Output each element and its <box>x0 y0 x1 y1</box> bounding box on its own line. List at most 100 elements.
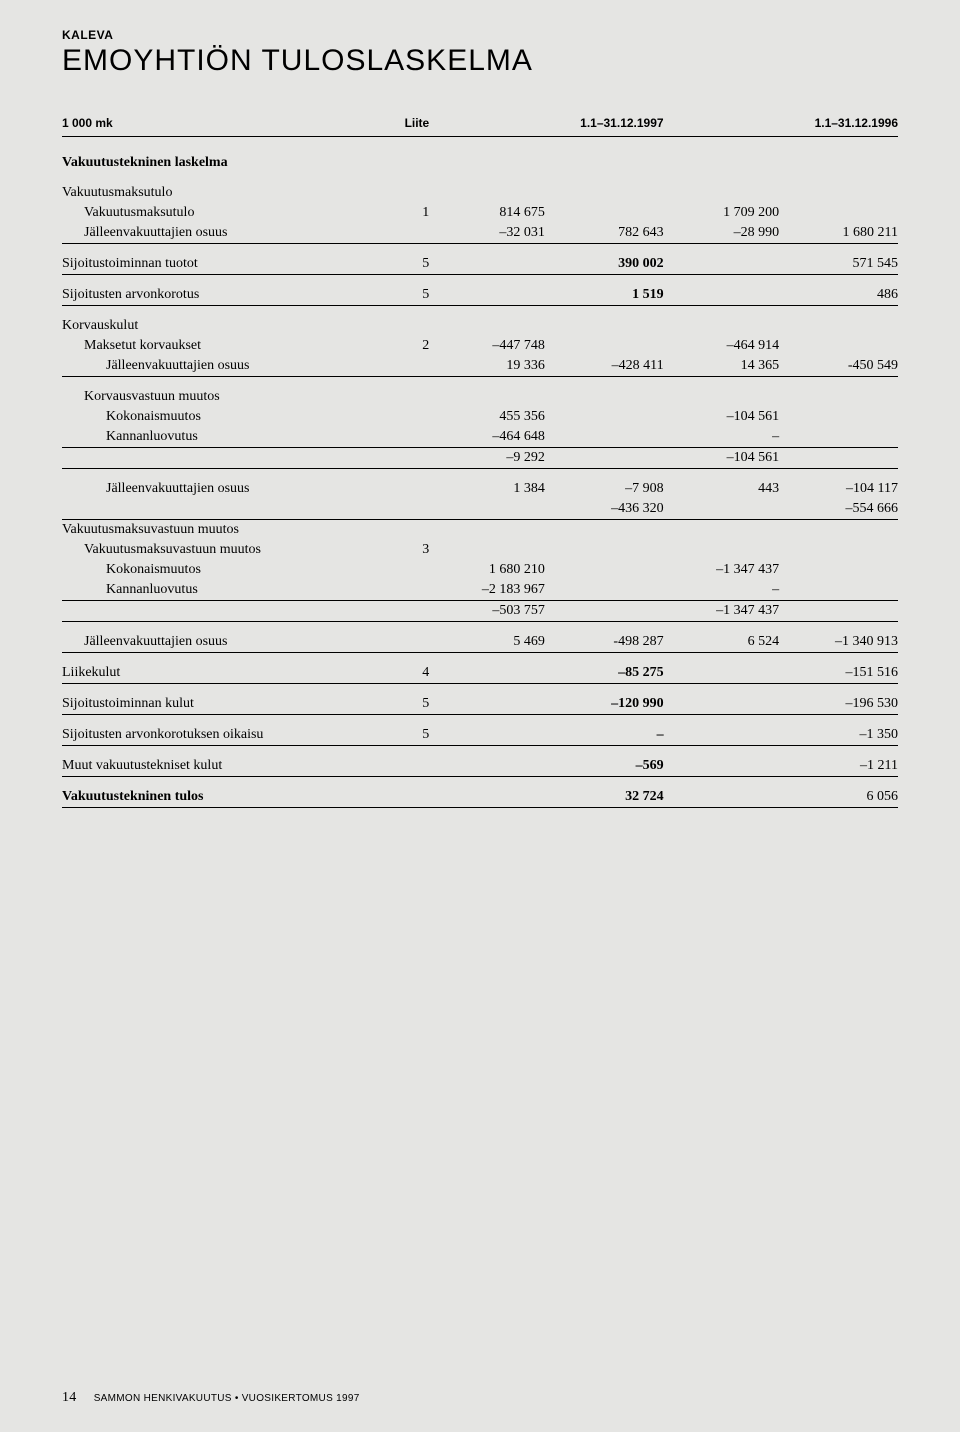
cell-value: –151 516 <box>779 653 898 684</box>
table-row: Vakuutustekninen tulos 32 724 6 056 <box>62 777 898 808</box>
cell-value: 1 680 210 <box>429 560 545 580</box>
table-row: Muut vakuutustekniset kulut –569 –1 211 <box>62 746 898 777</box>
row-vmvmuutos-head: Vakuutusmaksuvastuun muutos <box>62 520 391 541</box>
row-vmaksutulo-head: Vakuutusmaksutulo <box>62 173 391 203</box>
cell-liite: 5 <box>391 244 430 275</box>
cell-value: -450 549 <box>779 356 898 377</box>
cell-value: – <box>664 580 780 601</box>
cell-value: –104 561 <box>664 407 780 427</box>
cell-label: Sijoitustoiminnan kulut <box>62 684 391 715</box>
cell-value: 6 056 <box>779 777 898 808</box>
table-row: –503 757 –1 347 437 <box>62 601 898 622</box>
row-korvvast-head: Korvausvastuun muutos <box>62 377 391 408</box>
cell-value: 1 680 211 <box>779 223 898 244</box>
page-container: KALEVA EMOYHTIÖN TULOSLASKELMA 1 000 mk … <box>0 0 960 1432</box>
page-title: EMOYHTIÖN TULOSLASKELMA <box>62 44 898 78</box>
page-footer: 14 SAMMON HENKIVAKUUTUS • VUOSIKERTOMUS … <box>62 1390 360 1406</box>
cell-value: – <box>545 715 664 746</box>
cell-label: Jälleenvakuuttajien osuus <box>62 223 391 244</box>
cell-value: -498 287 <box>545 622 664 653</box>
table-row: Jälleenvakuuttajien osuus 5 469 -498 287… <box>62 622 898 653</box>
cell-value: 19 336 <box>429 356 545 377</box>
cell-liite: 5 <box>391 684 430 715</box>
cell-value: 6 524 <box>664 622 780 653</box>
cell-value: 455 356 <box>429 407 545 427</box>
cell-value: 782 643 <box>545 223 664 244</box>
cell-value: –1 347 437 <box>664 560 780 580</box>
cell-value: – <box>664 427 780 448</box>
table-row: Sijoitusten arvonkorotuksen oikaisu 5 – … <box>62 715 898 746</box>
cell-liite: 3 <box>391 540 430 560</box>
cell-liite: 4 <box>391 653 430 684</box>
cell-value: –85 275 <box>545 653 664 684</box>
cell-value: –1 347 437 <box>664 601 780 622</box>
cell-value: –7 908 <box>545 469 664 500</box>
cell-value: 1 709 200 <box>664 203 780 223</box>
cell-label: Kannanluovutus <box>62 580 391 601</box>
cell-value: –1 211 <box>779 746 898 777</box>
cell-label: Sijoitustoiminnan tuotot <box>62 244 391 275</box>
table-row: –436 320 –554 666 <box>62 499 898 520</box>
cell-value: –428 411 <box>545 356 664 377</box>
table-row: Liikekulut 4 –85 275 –151 516 <box>62 653 898 684</box>
section-vt-laskelma: Vakuutustekninen laskelma <box>62 137 391 174</box>
cell-value: –464 648 <box>429 427 545 448</box>
cell-value: –104 561 <box>664 448 780 469</box>
cell-value: 14 365 <box>664 356 780 377</box>
cell-value: 32 724 <box>545 777 664 808</box>
cell-label: Maksetut korvaukset <box>62 336 391 356</box>
cell-label: Sijoitusten arvonkorotuksen oikaisu <box>62 715 391 746</box>
cell-value: 390 002 <box>545 244 664 275</box>
table-row: Vakuutusmaksutulo 1 814 675 1 709 200 <box>62 203 898 223</box>
header-unit: 1 000 mk <box>62 114 391 137</box>
cell-label: Vakuutusmaksuvastuun muutos <box>62 540 391 560</box>
cell-label: Vakuutusmaksutulo <box>62 203 391 223</box>
cell-value: –447 748 <box>429 336 545 356</box>
cell-value: 486 <box>779 275 898 306</box>
income-statement-table: 1 000 mk Liite 1.1–31.12.1997 1.1–31.12.… <box>62 114 898 808</box>
cell-value: –464 914 <box>664 336 780 356</box>
table-row: Sijoitusten arvonkorotus 5 1 519 486 <box>62 275 898 306</box>
cell-value: –2 183 967 <box>429 580 545 601</box>
table-row: Kannanluovutus –2 183 967 – <box>62 580 898 601</box>
table-row: Jälleenvakuuttajien osuus –32 031 782 64… <box>62 223 898 244</box>
cell-value: –1 350 <box>779 715 898 746</box>
cell-value: –28 990 <box>664 223 780 244</box>
cell-liite: 1 <box>391 203 430 223</box>
cell-value: –554 666 <box>779 499 898 520</box>
cell-liite: 2 <box>391 336 430 356</box>
company-name: KALEVA <box>62 28 898 42</box>
header-period2: 1.1–31.12.1996 <box>779 114 898 137</box>
header-period1: 1.1–31.12.1997 <box>545 114 664 137</box>
table-row: Vakuutusmaksuvastuun muutos 3 <box>62 540 898 560</box>
row-korvauskulut-head: Korvauskulut <box>62 306 391 337</box>
table-row: Sijoitustoiminnan kulut 5 –120 990 –196 … <box>62 684 898 715</box>
cell-label: Jälleenvakuuttajien osuus <box>62 622 391 653</box>
cell-value: –104 117 <box>779 469 898 500</box>
cell-label: Jälleenvakuuttajien osuus <box>62 356 391 377</box>
table-row: Sijoitustoiminnan tuotot 5 390 002 571 5… <box>62 244 898 275</box>
table-header-row: 1 000 mk Liite 1.1–31.12.1997 1.1–31.12.… <box>62 114 898 137</box>
cell-label: Vakuutustekninen tulos <box>62 777 391 808</box>
cell-value: –436 320 <box>545 499 664 520</box>
footer-text: SAMMON HENKIVAKUUTUS • VUOSIKERTOMUS 199… <box>94 1393 360 1404</box>
cell-label: Muut vakuutustekniset kulut <box>62 746 391 777</box>
cell-value: –32 031 <box>429 223 545 244</box>
cell-label: Kokonaismuutos <box>62 407 391 427</box>
cell-value: 443 <box>664 469 780 500</box>
cell-label: Sijoitusten arvonkorotus <box>62 275 391 306</box>
cell-value: –569 <box>545 746 664 777</box>
table-row: Jälleenvakuuttajien osuus 19 336 –428 41… <box>62 356 898 377</box>
table-row: Maksetut korvaukset 2 –447 748 –464 914 <box>62 336 898 356</box>
cell-liite: 5 <box>391 715 430 746</box>
page-number: 14 <box>62 1390 77 1405</box>
cell-label: Kokonaismuutos <box>62 560 391 580</box>
cell-label: Kannanluovutus <box>62 427 391 448</box>
cell-label: Jälleenvakuuttajien osuus <box>62 469 391 500</box>
cell-value: –1 340 913 <box>779 622 898 653</box>
table-row: Kokonaismuutos 455 356 –104 561 <box>62 407 898 427</box>
cell-value: 571 545 <box>779 244 898 275</box>
cell-value: 1 519 <box>545 275 664 306</box>
cell-value: –196 530 <box>779 684 898 715</box>
cell-liite: 5 <box>391 275 430 306</box>
